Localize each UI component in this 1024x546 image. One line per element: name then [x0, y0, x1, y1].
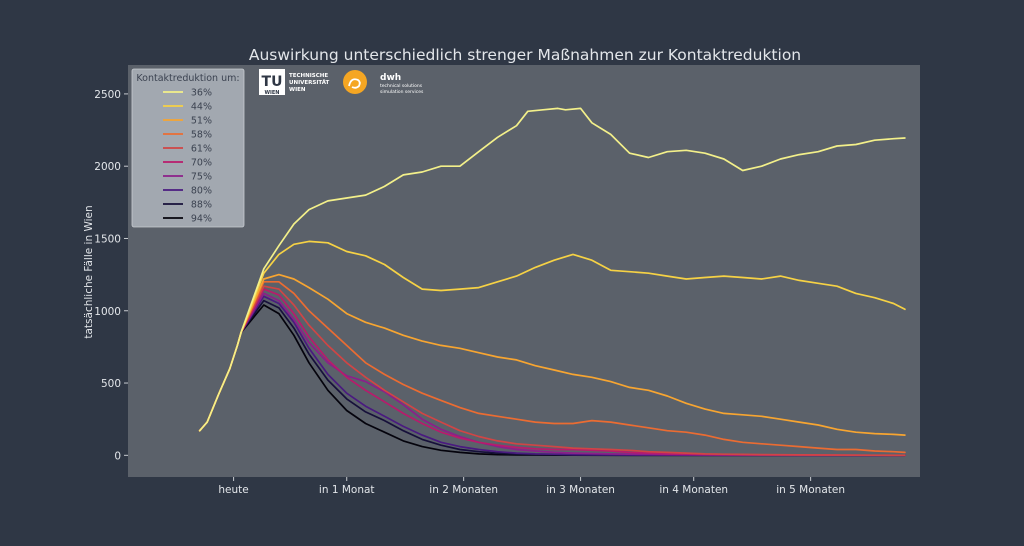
y-tick-label: 500 [101, 378, 121, 390]
plot-area [128, 65, 920, 477]
series-line-70pct [198, 288, 906, 457]
series-line-44pct [198, 240, 906, 432]
y-tick-label: 2500 [94, 89, 121, 101]
dwh-logo-name: dwh [380, 73, 401, 83]
tu-logo-mark-sub: WIEN [265, 90, 280, 96]
dwh-logo-line-1: technical solutions [380, 83, 423, 89]
tu-logo-mark-text: TU [262, 74, 283, 90]
x-tick-label: heute [218, 484, 248, 496]
tu-logo-line-2: UNIVERSITÄT [289, 79, 330, 86]
x-tick-label: in 5 Monaten [776, 484, 845, 496]
x-tick-label: in 3 Monaten [546, 484, 615, 496]
legend: Kontaktreduktion um: 36% 44% 51% 58% 61% 70% 7… [131, 68, 245, 228]
legend-label: 61% [191, 144, 212, 155]
legend-title: Kontaktreduktion um: [136, 73, 239, 84]
legend-label: 36% [191, 88, 212, 99]
x-tick-label: in 1 Monat [319, 484, 375, 496]
y-axis-ticks: 0 500 1000 1500 2000 2500 [94, 89, 128, 462]
legend-label: 70% [191, 158, 212, 169]
series-line-51pct [198, 273, 906, 436]
legend-label: 51% [191, 116, 212, 127]
y-axis-label: tatsächliche Fälle in Wien [83, 205, 95, 338]
legend-label: 94% [191, 214, 212, 225]
legend-label: 80% [191, 186, 212, 197]
tu-logo-line-1: TECHNISCHE [289, 73, 328, 79]
x-axis-ticks: heute in 1 Monat in 2 Monaten in 3 Monaten i… [218, 477, 845, 496]
dwh-logo: dwh technical solutions simulation servi… [343, 70, 424, 95]
legend-label: 58% [191, 130, 212, 141]
tu-wien-logo: TU WIEN TECHNISCHE UNIVERSITÄT WIEN [259, 69, 330, 96]
x-tick-label: in 4 Monaten [659, 484, 728, 496]
y-tick-label: 1500 [94, 233, 121, 245]
legend-label: 88% [191, 200, 212, 211]
series-line-61pct [198, 285, 906, 457]
x-tick-label: in 2 Monaten [429, 484, 498, 496]
y-tick-label: 1000 [94, 306, 121, 318]
tu-logo-line-3: WIEN [289, 87, 306, 93]
series-line-36pct [198, 107, 906, 432]
series-lines [198, 107, 906, 457]
legend-items: 36% 44% 51% 58% 61% 70% 75% 80% 88% 94% [163, 88, 212, 225]
series-line-58pct [198, 280, 906, 454]
tu-logo-mark [259, 69, 285, 95]
legend-label: 75% [191, 172, 212, 183]
dwh-logo-mark [343, 70, 367, 94]
legend-box [131, 68, 245, 228]
legend-label: 44% [191, 102, 212, 113]
dwh-logo-glyph [348, 78, 361, 89]
chart-title: Auswirkung unterschiedlich strenger Maßn… [249, 46, 801, 64]
dwh-logo-line-2: simulation services [380, 89, 424, 95]
y-tick-label: 0 [114, 450, 121, 462]
y-tick-label: 2000 [94, 161, 121, 173]
